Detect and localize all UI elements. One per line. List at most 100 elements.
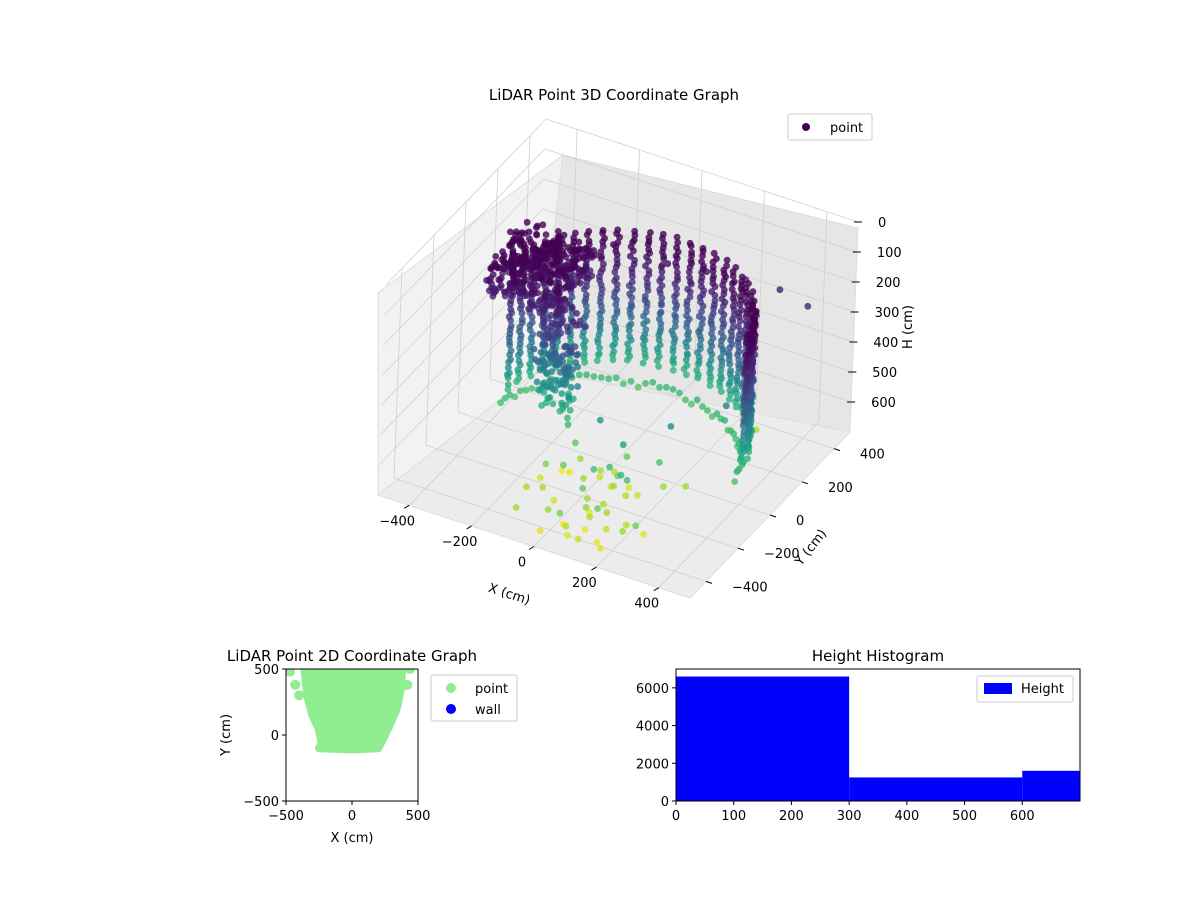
point-3d	[579, 268, 587, 276]
z-ticks-3d: 0 100 200 300 400 500 600	[847, 216, 902, 411]
point-3d	[516, 387, 524, 395]
point-3d	[622, 521, 630, 529]
point-3d	[555, 267, 563, 275]
point-3d	[588, 272, 596, 280]
point-3d	[521, 288, 528, 296]
point-2d	[290, 679, 301, 690]
point-3d	[686, 274, 693, 281]
point-3d	[559, 305, 566, 313]
point-3d	[601, 234, 608, 242]
point-3d	[566, 356, 574, 364]
point-3d	[562, 283, 570, 291]
point-3d	[508, 238, 516, 246]
point-3d	[518, 315, 526, 323]
x-tick-label-hist: 200	[779, 809, 804, 824]
point-3d	[558, 380, 566, 388]
y-tick-mark-3d	[769, 514, 777, 518]
point-3d	[492, 253, 500, 260]
point-3d	[500, 258, 508, 266]
grid-line-wall-right-v	[693, 170, 703, 381]
point-3d	[513, 276, 521, 283]
point-3d	[580, 350, 588, 358]
point-3d	[656, 459, 663, 466]
z-tick-label-3d: 200	[876, 276, 901, 291]
point-2d	[402, 679, 413, 690]
point-3d	[717, 329, 725, 336]
y-tick-label-hist: 0	[661, 795, 669, 810]
point-3d	[539, 380, 547, 388]
point-3d	[704, 407, 711, 414]
point-3d	[590, 373, 598, 380]
y-tick-mark-3d	[801, 481, 809, 485]
point-3d	[657, 308, 665, 316]
point-3d	[730, 430, 737, 438]
point-3d	[649, 379, 657, 386]
point-3d	[709, 263, 717, 271]
legend-histogram: Height	[976, 675, 1074, 703]
x-tick-mark-3d	[403, 504, 410, 509]
point-3d	[660, 240, 668, 248]
z-tick-label-3d: 600	[871, 396, 896, 411]
y-tick-label-3d: 400	[860, 448, 885, 463]
point-3d	[572, 359, 579, 367]
legend-histogram-swatch	[984, 683, 1012, 694]
point-3d	[655, 336, 663, 344]
point-3d	[642, 380, 649, 387]
point-3d	[556, 320, 564, 328]
point-3d	[725, 396, 733, 403]
point-3d	[732, 435, 740, 443]
point-3d	[656, 383, 663, 391]
point-3d	[508, 252, 516, 260]
point-3d	[549, 400, 557, 408]
legend-histogram-box	[976, 675, 1074, 703]
point-3d	[627, 320, 635, 328]
point-3d	[528, 274, 536, 282]
point-2d	[294, 690, 305, 701]
point-3d	[684, 285, 692, 293]
point-3d	[709, 310, 717, 317]
point-3d	[708, 288, 716, 295]
legend-3d-marker	[802, 123, 810, 131]
point-3d	[515, 375, 523, 382]
point-3d	[597, 467, 605, 474]
point-3d	[575, 238, 583, 246]
grid-line-wall-right-h	[543, 178, 856, 283]
y-tick-label-2d: 500	[254, 663, 279, 678]
histogram-bars	[676, 676, 1080, 801]
point-3d	[541, 293, 549, 300]
point-3d	[567, 383, 575, 391]
point-3d	[718, 388, 725, 395]
point-3d	[610, 348, 618, 355]
x-axis-label-2d: X (cm)	[331, 831, 374, 846]
point-3d	[556, 509, 564, 517]
point-3d	[717, 371, 725, 379]
point-3d	[566, 406, 574, 414]
grid-line-floor-y	[425, 444, 739, 549]
x-tick-label-hist: 600	[1010, 809, 1035, 824]
point-3d	[723, 256, 731, 264]
point-3d	[697, 325, 704, 333]
point-3d	[559, 352, 567, 360]
point-3d	[721, 416, 729, 424]
legend-3d-box	[787, 113, 873, 141]
point-cloud-2d	[286, 669, 416, 754]
point-3d	[745, 280, 752, 287]
point-3d	[659, 230, 667, 238]
point-3d	[623, 476, 631, 484]
point-3d	[749, 314, 757, 322]
grid-line-wall-left-v	[457, 201, 467, 413]
y-tick-label-2d: −500	[243, 795, 279, 810]
point-3d	[684, 306, 691, 314]
z-tick-label-3d: 500	[872, 366, 897, 381]
point-3d	[583, 307, 591, 315]
point-3d	[539, 221, 547, 229]
point-3d	[551, 386, 559, 394]
point-3d	[658, 261, 666, 269]
grid-3d	[378, 118, 859, 588]
grid-line-wall-left-h	[384, 148, 546, 316]
point-3d	[526, 235, 533, 243]
point-3d	[506, 369, 513, 377]
point-3d	[732, 403, 740, 411]
x-tick-label-hist: 100	[721, 809, 746, 824]
point-3d	[562, 253, 570, 261]
